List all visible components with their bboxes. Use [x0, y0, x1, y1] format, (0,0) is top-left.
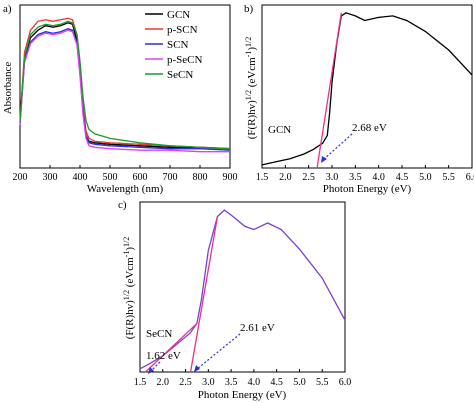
panel-c-ylabel: (F(R)hv)1/2 (eVcm-1)1/2 [122, 237, 136, 340]
x-tick-label: 3.0 [326, 172, 339, 183]
x-tick-label: 3.0 [202, 377, 215, 388]
series-line-secn [139, 209, 346, 370]
x-tick-label: 3.5 [349, 172, 362, 183]
series-line-scn [19, 28, 231, 151]
panel-c-frame [139, 201, 346, 373]
series-line-p-secn [19, 29, 230, 153]
panel-b-annotation-arrow [322, 133, 353, 161]
x-tick-label: 1.5 [134, 377, 147, 388]
panel-b-frame [261, 4, 473, 169]
panel-a-x-ticks: 200 300 400 500 600 700 800 900 [13, 165, 238, 183]
x-tick-label: 500 [103, 172, 118, 183]
panel-c-series [139, 209, 346, 373]
panel-a-legend: GCN p-SCN SCN p-SeCN SeCN [145, 9, 203, 81]
x-tick-label: 4.0 [372, 172, 385, 183]
panel-c-annotation-2: 2.61 eV [240, 322, 275, 334]
x-tick-label: 400 [73, 172, 88, 183]
x-tick-label: 600 [133, 172, 148, 183]
panel-c-xlabel: Photon Energy (eV) [198, 389, 287, 401]
panel-b-x-ticks: 1.5 2.0 2.5 3.0 3.5 4.0 4.5 5.0 5.5 6.0 [256, 165, 474, 183]
tauc-fit-line [145, 322, 198, 373]
x-tick-label: 6.0 [339, 377, 352, 388]
legend-label: SeCN [167, 69, 193, 81]
panel-c-arrowhead-1 [148, 367, 154, 374]
x-tick-label: 2.0 [157, 377, 170, 388]
series-line-gcn [261, 12, 473, 166]
panel-c-arrow-2 [196, 333, 241, 370]
panel-b-xlabel: Photon Energy (eV) [323, 183, 412, 195]
x-tick-label: 2.5 [302, 172, 315, 183]
x-tick-label: 5.0 [293, 377, 306, 388]
panel-c-arrowhead-2 [194, 365, 200, 372]
series-line-gcn [19, 22, 231, 150]
tauc-fit-line [189, 216, 219, 373]
panel-b-annotation: 2.68 eV [352, 122, 387, 134]
panel-c-x-ticks: 1.5 2.0 2.5 3.0 3.5 4.0 4.5 5.0 5.5 6.0 [134, 369, 352, 388]
x-tick-label: 1.5 [256, 172, 269, 183]
x-tick-label: 4.0 [248, 377, 261, 388]
x-tick-label: 5.5 [442, 172, 455, 183]
panel-a-label: a) [3, 3, 12, 15]
panel-a: a) 200 300 400 500 600 700 800 900 Wavelength (… [2, 3, 238, 195]
panel-c-label: c) [118, 199, 127, 211]
x-tick-label: 4.5 [270, 377, 283, 388]
panel-a-ylabel: Absorbance [2, 62, 14, 115]
legend-label: p-SeCN [167, 54, 203, 66]
x-tick-label: 5.5 [316, 377, 329, 388]
panel-b-label: b) [244, 3, 254, 15]
legend-label: p-SCN [167, 24, 198, 36]
legend-label: SCN [167, 39, 188, 51]
x-tick-label: 300 [43, 172, 58, 183]
series-line-p-scn [19, 17, 231, 150]
x-tick-label: 2.5 [179, 377, 192, 388]
x-tick-label: 3.5 [225, 377, 238, 388]
panel-b: b) 1.5 2.0 2.5 3.0 3.5 4.0 4.5 5.0 5.5 6.0 Photon… [244, 3, 474, 195]
x-tick-label: 800 [193, 172, 208, 183]
panel-c: c) 1.5 2.0 2.5 3.0 3.5 4.0 4.5 5.0 5.5 6.0 Photon… [118, 199, 351, 401]
x-tick-label: 6.0 [466, 172, 474, 183]
legend-label: GCN [167, 9, 190, 21]
panel-a-frame [19, 4, 231, 169]
x-tick-label: 5.0 [419, 172, 432, 183]
x-tick-label: 2.0 [279, 172, 292, 183]
panel-b-arrowhead [321, 156, 327, 163]
x-tick-label: 900 [223, 172, 238, 183]
panel-b-series-label: GCN [268, 124, 291, 136]
panel-b-ylabel: (F(R)hv)1/2 (eVcm-1)1/2 [244, 37, 258, 140]
panel-b-series [261, 12, 473, 169]
panel-c-series-label: SeCN [146, 328, 172, 340]
tauc-fit-line [316, 12, 342, 169]
panel-a-xlabel: Wavelength (nm) [87, 183, 164, 195]
x-tick-label: 4.5 [396, 172, 409, 183]
series-line-secn [19, 20, 231, 150]
panel-a-series [19, 17, 231, 153]
x-tick-label: 200 [13, 172, 28, 183]
x-tick-label: 700 [163, 172, 178, 183]
panel-c-annotation-1: 1.62 eV [146, 350, 181, 362]
